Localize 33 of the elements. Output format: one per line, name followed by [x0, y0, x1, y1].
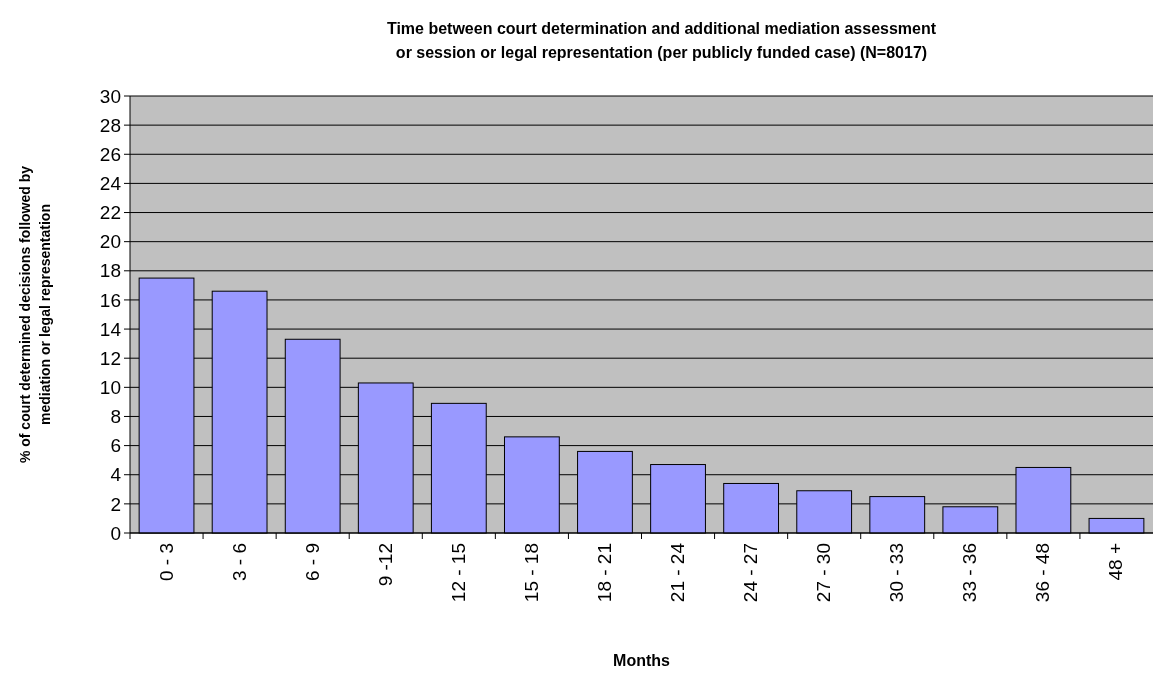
- x-tick-label: 21 - 24: [667, 542, 689, 603]
- x-tick-label: 18 - 21: [593, 543, 615, 603]
- x-tick-label: 30 - 33: [886, 543, 908, 603]
- x-tick-label: 0 - 3: [155, 543, 177, 582]
- x-tick-label: 48 +: [1105, 543, 1127, 581]
- x-axis-title: Months: [613, 652, 671, 669]
- y-tick-label: 10: [99, 376, 121, 398]
- y-tick-label: 22: [99, 202, 121, 224]
- x-tick-label: 33 - 36: [959, 543, 981, 603]
- x-tick-label: 24 - 27: [740, 543, 762, 603]
- y-tick-label: 2: [110, 493, 121, 515]
- y-tick-label: 14: [99, 318, 122, 340]
- y-axis-title: % of court determined decisions followed by mediation or legal representation: [17, 165, 53, 464]
- y-tick-label: 8: [110, 406, 121, 428]
- y-tick-label: 6: [110, 435, 121, 457]
- y-tick-label: 12: [99, 347, 121, 369]
- y-tick-label: 16: [99, 289, 121, 311]
- x-tick-label: 6 - 9: [301, 543, 323, 582]
- y-tick-label: 0: [110, 522, 121, 544]
- y-tick-label: 20: [99, 231, 121, 253]
- chart-title: Time between court determination and additional mediation assessment or session or legal representation (per publicly funded case) (N=8017): [386, 20, 937, 61]
- y-tick-label: 18: [99, 260, 121, 282]
- y-tick-label: 4: [110, 464, 122, 486]
- x-tick-label: 3 - 6: [228, 543, 250, 582]
- y-tick-label: 28: [99, 114, 121, 136]
- y-tick-label: 26: [99, 143, 121, 165]
- y-tick-label: 24: [99, 173, 122, 195]
- y-tick-label: 30: [99, 85, 121, 107]
- x-tick-label: 15 - 18: [520, 543, 542, 603]
- x-tick-label: 36 - 48: [1032, 543, 1054, 603]
- x-tick-label: 12 - 15: [447, 543, 469, 603]
- x-tick-label: 27 - 30: [813, 543, 835, 603]
- x-tick-label: 9 -12: [374, 543, 396, 587]
